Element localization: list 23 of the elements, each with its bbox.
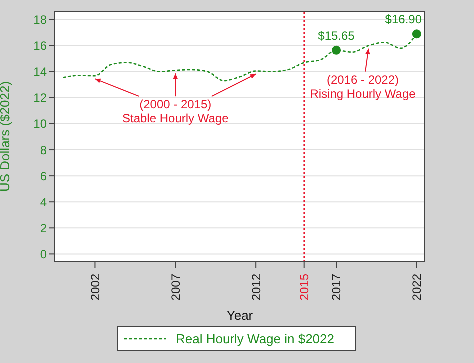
data-label: $16.90: [385, 12, 422, 27]
y-tick-label: 2: [40, 221, 48, 236]
x-tick-label: 2002: [88, 274, 102, 301]
x-axis-title: Year: [226, 308, 254, 323]
y-tick-label: 10: [34, 117, 48, 132]
x-tick-label: 2015: [298, 274, 312, 301]
x-tick-label: 2017: [330, 274, 344, 301]
y-axis-title: US Dollars ($2022): [0, 81, 13, 192]
y-tick-label: 16: [34, 39, 48, 54]
y-tick-label: 6: [40, 169, 48, 184]
data-label: $15.65: [318, 28, 356, 43]
y-tick-label: 14: [34, 65, 48, 80]
annotation: (2016 - 2022) Rising Hourly Wage: [310, 72, 416, 101]
x-tick-label: 2012: [249, 274, 264, 301]
y-tick-label: 8: [40, 143, 48, 158]
annotation: (2000 - 2015) Stable Hourly Wage: [122, 98, 230, 126]
y-tick-label: 18: [34, 13, 48, 28]
x-tick-label: 2022: [410, 274, 424, 301]
y-tick-label: 12: [34, 91, 48, 106]
x-tick-label: 2007: [168, 274, 183, 301]
y-tick-label: 0: [40, 247, 48, 262]
y-tick-label: 4: [40, 195, 48, 210]
legend-label: Real Hourly Wage in $2022: [176, 332, 334, 346]
